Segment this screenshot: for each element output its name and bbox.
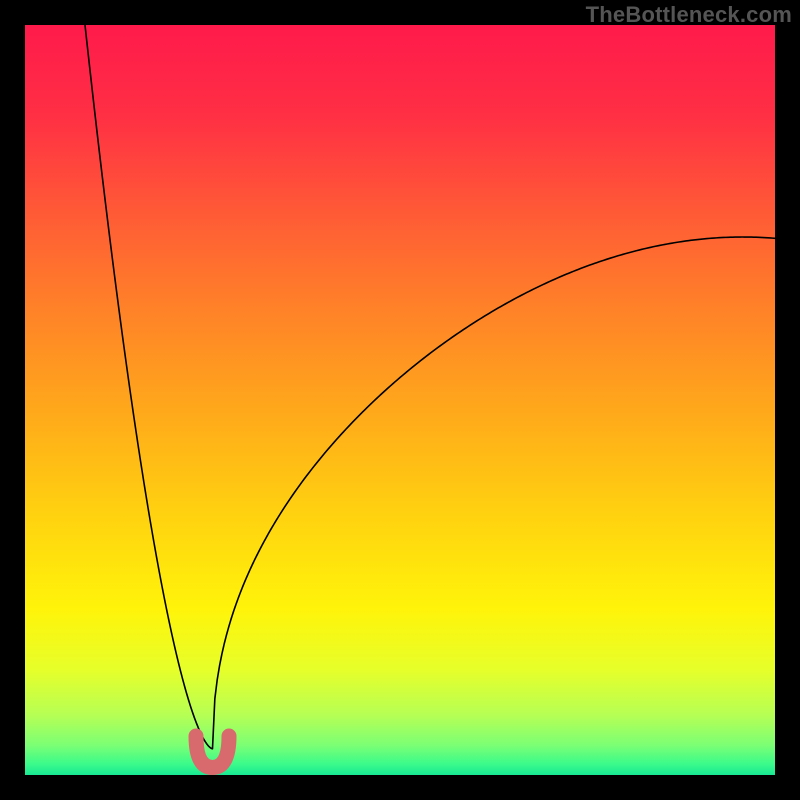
chart-plot-area — [25, 25, 775, 775]
chart-container: TheBottleneck.com — [0, 0, 800, 800]
chart-svg — [25, 25, 775, 775]
chart-background — [25, 25, 775, 775]
